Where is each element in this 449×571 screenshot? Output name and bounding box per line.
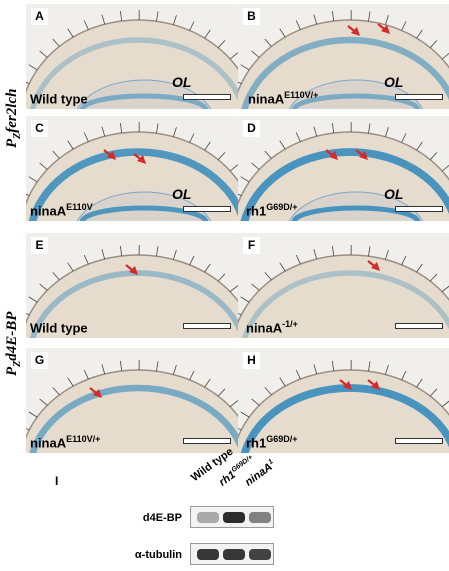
panel-letter-d: D bbox=[243, 120, 260, 137]
genotype-label: ninaAE110V bbox=[30, 201, 93, 218]
retina-section-image bbox=[26, 348, 239, 453]
panel-letter-b: B bbox=[243, 8, 260, 25]
genotype-label: ninaAE110V/+ bbox=[30, 433, 101, 450]
genotype-label: rh1G69D/+ bbox=[246, 201, 298, 218]
scale-bar bbox=[395, 438, 443, 444]
panel-letter-h: H bbox=[243, 352, 260, 369]
scale-bar bbox=[183, 94, 231, 100]
genotype-label: rh1G69D/+ bbox=[246, 433, 298, 450]
optic-lobe-label: OL bbox=[172, 186, 192, 202]
panel-letter-f: F bbox=[243, 237, 260, 254]
red-arrow-icon bbox=[367, 379, 380, 390]
optic-lobe-label: OL bbox=[172, 74, 192, 90]
red-arrow-icon bbox=[367, 260, 380, 271]
genotype-label: Wild type bbox=[30, 91, 88, 106]
blot-band bbox=[223, 512, 245, 523]
pz-fer2lch-label: PZfer2lch bbox=[4, 88, 23, 148]
blot-strip-alpha-tubulin bbox=[190, 543, 274, 565]
panel-letter-g: G bbox=[31, 352, 48, 369]
red-arrow-icon bbox=[355, 149, 368, 160]
panel-letter-i: I bbox=[55, 474, 59, 488]
red-arrow-icon bbox=[133, 153, 146, 164]
genotype-label: Wild type bbox=[30, 320, 88, 335]
genotype-label: ninaA-1/+ bbox=[246, 318, 298, 335]
red-arrow-icon bbox=[347, 25, 360, 36]
retina-section-image bbox=[238, 4, 449, 109]
red-arrow-icon bbox=[103, 149, 116, 160]
retina-section-image bbox=[26, 233, 239, 338]
retina-section-image bbox=[26, 4, 239, 109]
red-arrow-icon bbox=[377, 23, 390, 34]
panel-letter-a: A bbox=[31, 8, 48, 25]
panel-letter-c: C bbox=[31, 120, 48, 137]
blot-strip-d4e-bp bbox=[190, 506, 274, 528]
blot-band bbox=[223, 549, 245, 560]
pz-d4e-bp-label: PZd4E-BP bbox=[4, 311, 23, 376]
scale-bar bbox=[183, 323, 231, 329]
micrograph-panel-e: E Wild type bbox=[26, 233, 239, 338]
row-label-d4e-bp: d4E-BP bbox=[142, 512, 182, 524]
blot-band bbox=[249, 549, 271, 560]
red-arrow-icon bbox=[325, 149, 338, 160]
retina-section-image bbox=[26, 116, 239, 221]
genotype-label: ninaAE110V/+ bbox=[248, 89, 319, 106]
red-arrow-icon bbox=[339, 379, 352, 390]
panel-letter-e: E bbox=[31, 237, 48, 254]
scale-bar bbox=[183, 206, 231, 212]
retina-section-image bbox=[238, 348, 449, 453]
retina-section-image bbox=[238, 233, 449, 338]
scale-bar bbox=[395, 323, 443, 329]
red-arrow-icon bbox=[89, 387, 102, 398]
optic-lobe-label: OL bbox=[384, 186, 404, 202]
scale-bar bbox=[395, 94, 443, 100]
optic-lobe-label: OL bbox=[384, 74, 404, 90]
blot-band bbox=[197, 512, 219, 523]
scale-bar bbox=[395, 206, 443, 212]
retina-section-image bbox=[238, 116, 449, 221]
blot-band bbox=[197, 549, 219, 560]
scale-bar bbox=[183, 438, 231, 444]
blot-band bbox=[249, 512, 271, 523]
red-arrow-icon bbox=[125, 264, 138, 275]
row-label-alpha-tubulin: α-tubulin bbox=[134, 549, 182, 561]
micrograph-panel-a: A Wild type OL bbox=[26, 4, 239, 109]
